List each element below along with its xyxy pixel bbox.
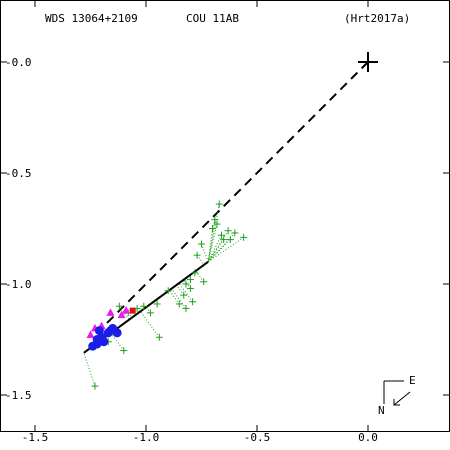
y-tick-label: -0.0 (5, 56, 32, 69)
data-point-plus (191, 269, 199, 277)
data-point-circle (92, 335, 102, 344)
data-point-plus (200, 278, 208, 286)
data-point-plus (226, 236, 234, 244)
data-point-triangle (86, 330, 95, 339)
data-point-plus (120, 347, 128, 355)
data-point-plus (240, 233, 248, 241)
y-tick-label: -1.5 (5, 389, 32, 402)
data-point-triangle (106, 308, 115, 316)
data-point-square (129, 307, 136, 314)
motion-arrow (393, 391, 411, 406)
residual-line (145, 306, 151, 314)
dashed-line (103, 61, 369, 327)
residual-line (201, 243, 209, 262)
data-point-plus (182, 280, 190, 288)
residual-line (207, 239, 231, 263)
residual-line (175, 284, 185, 296)
data-point-plus (164, 287, 172, 295)
residual-line (207, 219, 216, 262)
residual-line (196, 254, 205, 266)
data-point-triangle (117, 310, 126, 319)
plot-frame (0, 0, 450, 432)
primary-star-marker (358, 52, 378, 72)
residual-line (127, 312, 133, 319)
data-point-plus (140, 302, 148, 310)
y-tick-label: -0.5 (5, 167, 32, 180)
residual-line (171, 288, 187, 309)
compass-east-label: E (409, 374, 416, 387)
data-point-plus (215, 200, 223, 208)
data-point-plus (213, 220, 221, 228)
compass-north-label: N (378, 404, 385, 417)
data-point-plus (91, 382, 99, 390)
compass: E N (378, 374, 416, 417)
data-point-plus (189, 298, 197, 306)
data-point-plus (186, 276, 194, 284)
data-point-circle (108, 323, 118, 333)
x-tick-label: -0.5 (244, 431, 271, 444)
data-point-plus (217, 231, 225, 239)
data-point-plus (186, 284, 194, 292)
data-point-plus (182, 304, 190, 312)
residual-line (207, 234, 222, 263)
residual-line (195, 270, 205, 283)
x-tick-label: 0.0 (358, 431, 378, 444)
data-point-plus (115, 302, 123, 310)
data-point-plus (180, 291, 188, 299)
y-tick-label: -1.0 (5, 278, 32, 291)
data-point-plus (175, 300, 183, 308)
data-point-plus (231, 229, 239, 237)
x-tick-label: -1.5 (22, 431, 49, 444)
x-tick-label: -1.0 (133, 431, 160, 444)
chart-marks (83, 52, 378, 390)
data-point-triangle (122, 306, 131, 314)
data-point-plus (211, 216, 219, 224)
residual-line (178, 282, 194, 303)
data-point-circle (88, 341, 98, 351)
data-point-plus (220, 236, 228, 244)
residual-line (207, 203, 220, 262)
data-point-plus (193, 251, 201, 259)
residual-line (207, 230, 229, 263)
residual-line (110, 332, 125, 351)
header-center: COU 11AB (186, 12, 239, 25)
data-point-plus (198, 240, 205, 248)
residual-line (207, 228, 214, 262)
motion-arrowhead (393, 399, 400, 406)
residual-line (207, 236, 244, 263)
residual-line (183, 279, 191, 289)
data-point-plus (155, 333, 163, 341)
header-left: WDS 13064+2109 (45, 12, 138, 25)
data-point-plus (224, 227, 232, 235)
data-point-plus (153, 300, 161, 308)
header-right: (Hrt2017a) (344, 12, 410, 25)
data-point-plus (209, 225, 217, 232)
data-point-plus (146, 309, 154, 317)
residual-line (207, 223, 218, 262)
